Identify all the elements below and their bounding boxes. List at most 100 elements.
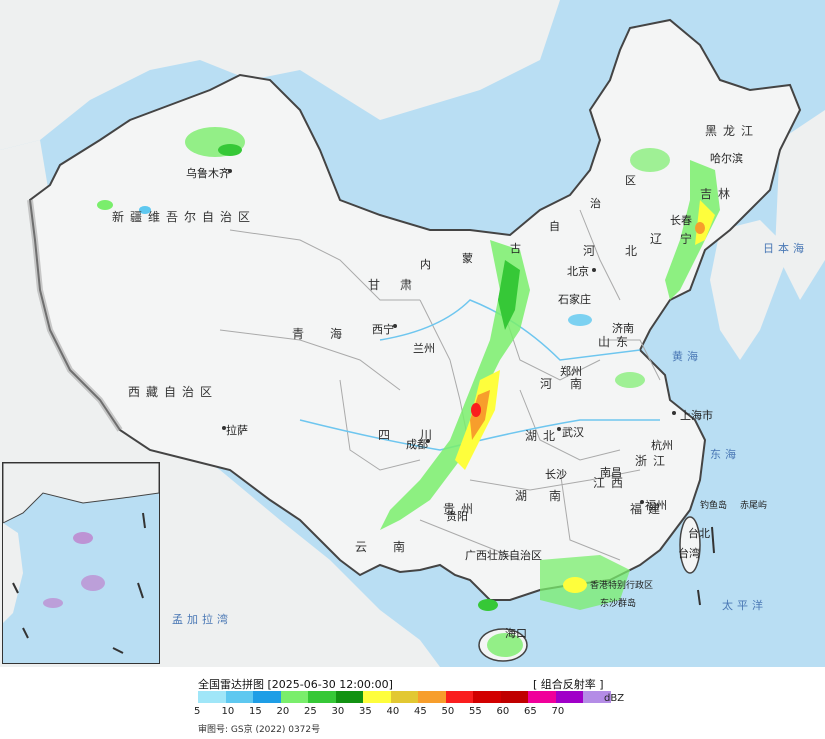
- city-lanzhou: 兰州: [413, 342, 435, 355]
- legend-tick-label: 10: [221, 706, 235, 717]
- korea: [710, 220, 790, 360]
- city-chengdu: 成都: [406, 438, 428, 451]
- region-neimenggu-4: 自: [549, 220, 560, 233]
- region-zhejiang: 浙江: [635, 454, 672, 468]
- dot-lhasa: [222, 426, 226, 430]
- legend-swatch: [390, 691, 418, 703]
- maritime-boundary: [697, 526, 715, 606]
- city-hangzhou: 杭州: [651, 439, 673, 452]
- city-beijing: 北京: [567, 265, 589, 278]
- legend-tick-label: 40: [386, 706, 400, 717]
- region-jilin: 吉林: [700, 187, 737, 201]
- region-hebei: 河北: [583, 244, 668, 258]
- city-harbin: 哈尔滨: [710, 152, 743, 165]
- legend-swatch: [335, 691, 363, 703]
- city-haikou: 海口: [505, 627, 527, 640]
- city-jinan: 济南: [612, 322, 634, 335]
- city-changchun: 长春: [670, 214, 692, 227]
- sea-japan: 日本海: [763, 242, 808, 255]
- legend-swatch: [555, 691, 583, 703]
- dot-beijing: [592, 268, 596, 272]
- taiwan-island: [679, 516, 701, 574]
- south-china-sea-inset: [2, 462, 160, 664]
- legend-swatch: [528, 691, 556, 703]
- region-jiangxi: 江西: [593, 476, 630, 490]
- sea-yellow: 黄海: [672, 350, 702, 363]
- region-guizhou: 贵州: [443, 502, 480, 516]
- sea-pacific: 太平洋: [722, 599, 767, 612]
- legend-tick-label: 5: [194, 706, 201, 717]
- legend-tick-label: 70: [551, 706, 565, 717]
- legend-title: 全国雷达拼图 [2025-06-30 12:00:00]: [198, 678, 393, 691]
- legend: 全国雷达拼图 [2025-06-30 12:00:00] [ 组合反射率 ] d…: [0, 667, 825, 739]
- legend-swatch: [583, 691, 611, 703]
- city-nanchang: 南昌: [600, 466, 622, 479]
- dot-fuzhou: [640, 500, 644, 504]
- legend-tick-label: 55: [469, 706, 482, 717]
- region-neimenggu-6: 区: [625, 174, 636, 187]
- review-number: 审图号: GS京 (2022) 0372号: [198, 725, 321, 735]
- legend-swatch: [198, 691, 226, 703]
- legend-swatch: [280, 691, 308, 703]
- region-neimenggu-5: 治: [590, 197, 601, 210]
- region-shandong: 山东: [598, 335, 635, 349]
- legend-tick-label: 65: [524, 706, 537, 717]
- china-outline: [28, 18, 802, 601]
- yangtze-river: [299, 419, 660, 451]
- city-lhasa: 拉萨: [226, 424, 248, 437]
- city-urumqi: 乌鲁木齐: [186, 167, 230, 180]
- legend-swatch: [308, 691, 336, 703]
- legend-tick-label: 30: [331, 706, 345, 717]
- legend-swatch: [253, 691, 281, 703]
- legend-swatch: [418, 691, 446, 703]
- legend-tick-label: 25: [304, 706, 317, 717]
- region-hubei: 湖北: [525, 429, 562, 443]
- dot-xining: [393, 324, 397, 328]
- legend-tick-label: 50: [441, 706, 455, 717]
- dot-shanghai: [672, 411, 676, 415]
- sea-east: 东海: [710, 448, 740, 461]
- region-xizang: 西藏自治区: [128, 385, 219, 399]
- region-qinghai: 青海: [292, 327, 369, 341]
- city-fuzhou: 福州: [645, 499, 667, 512]
- japan: [775, 110, 825, 300]
- dot-wuhan: [557, 427, 561, 431]
- radar-echoes: [97, 127, 720, 657]
- legend-product: [ 组合反射率 ]: [533, 678, 604, 691]
- region-neimenggu-2: 蒙: [462, 252, 473, 265]
- label-hk: 香港特别行政区: [590, 581, 654, 591]
- label-chiwei: 赤尾屿: [740, 501, 768, 511]
- region-neimenggu-1: 内: [420, 258, 431, 271]
- legend-tick-label: 45: [414, 706, 427, 717]
- city-xining: 西宁: [372, 323, 394, 336]
- region-heilongjiang: 黑龙江: [705, 124, 760, 138]
- legend-tick-label: 20: [276, 706, 290, 717]
- legend-unit: dBZ: [604, 693, 625, 704]
- outline-shadow: [27, 199, 123, 432]
- region-henan: 河南: [540, 377, 601, 391]
- region-gansu: 甘肃: [368, 278, 433, 292]
- legend-swatch: [445, 691, 473, 703]
- legend-color-bar: [198, 691, 611, 703]
- region-guangxi: 广西壮族自治区: [465, 549, 542, 562]
- region-sichuan: 四川: [378, 428, 463, 442]
- inset-svg: [3, 463, 159, 663]
- legend-swatch: [500, 691, 528, 703]
- legend-swatch: [225, 691, 253, 703]
- region-liaoning: 辽宁: [650, 232, 711, 246]
- sea-bay-of-bengal: 孟加拉湾: [172, 613, 232, 626]
- label-dongsha: 东沙群岛: [600, 599, 637, 609]
- city-taipei: 台北: [688, 527, 710, 540]
- legend-tick-label: 35: [359, 706, 372, 717]
- region-xinjiang: 新疆维吾尔自治区: [112, 210, 257, 224]
- legend-tick-label: 15: [249, 706, 262, 717]
- dot-urumqi: [228, 169, 232, 173]
- city-changsha: 长沙: [545, 468, 567, 481]
- region-yunnan: 云南: [355, 540, 432, 554]
- region-taiwan: 台湾: [678, 547, 700, 560]
- city-zhengzhou: 郑州: [560, 365, 582, 378]
- city-wuhan: 武汉: [562, 426, 584, 439]
- dot-chengdu: [426, 439, 430, 443]
- province-borders: [219, 209, 661, 561]
